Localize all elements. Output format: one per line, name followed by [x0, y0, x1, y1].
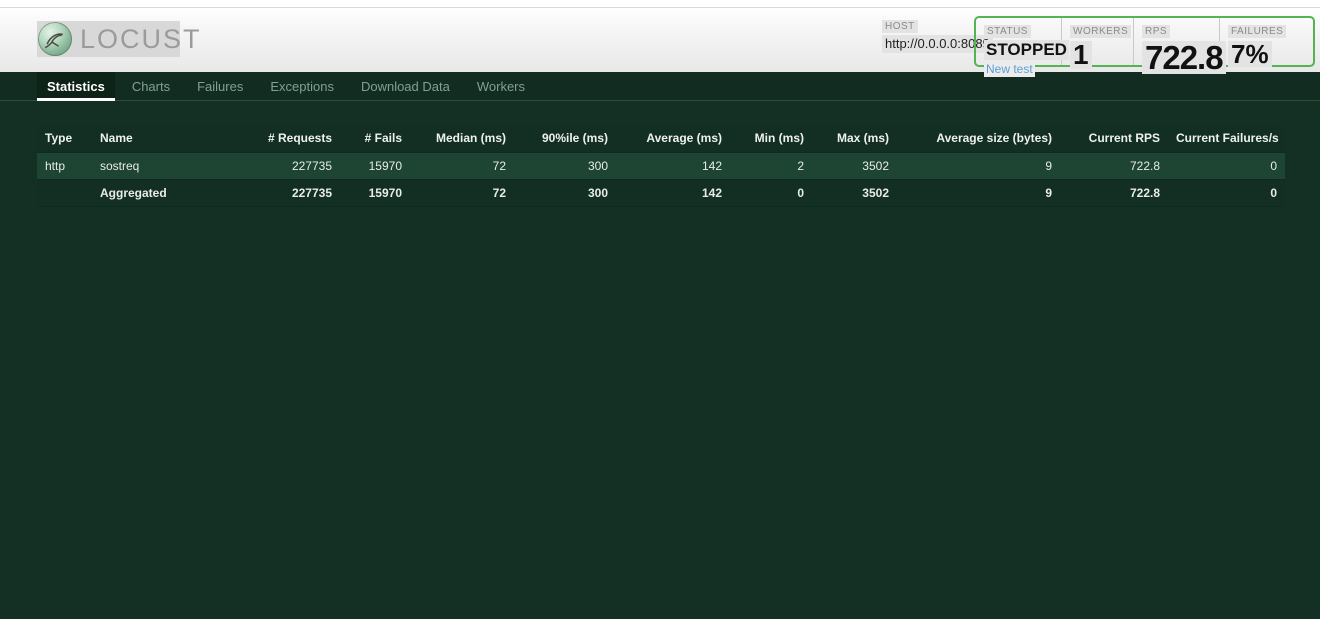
- main-tabbar: Statistics Charts Failures Exceptions Do…: [0, 72, 1320, 101]
- cell-median: 72: [492, 159, 506, 173]
- statistics-page: Type Name # Requests # Fails Median (ms)…: [0, 101, 1320, 207]
- status-section: STATUS STOPPED New test: [976, 18, 1069, 77]
- cell-average-size: 9: [1045, 159, 1052, 173]
- workers-section: WORKERS 1: [1062, 18, 1134, 69]
- workers-count: 1: [1070, 41, 1092, 69]
- cell-name: sostreq: [100, 159, 140, 173]
- cell-type: http: [45, 159, 66, 173]
- locust-logo-icon: [38, 22, 72, 56]
- locust-logo[interactable]: LOCUST: [37, 21, 200, 57]
- column-header-median[interactable]: Median (ms): [410, 124, 514, 153]
- new-test-link[interactable]: New test: [984, 62, 1035, 77]
- status-panel: STATUS STOPPED New test WORKERS 1 RPS 72…: [974, 16, 1315, 77]
- cell-90percentile: 300: [587, 159, 608, 173]
- table-row-aggregated: Aggregated 227735 15970 72 300 142 0 350…: [37, 179, 1285, 207]
- table-header-row: Type Name # Requests # Fails Median (ms)…: [37, 124, 1285, 153]
- tab-download-data[interactable]: Download Data: [360, 78, 450, 94]
- status-label: STATUS: [984, 25, 1031, 38]
- column-header-type[interactable]: Type: [37, 124, 92, 153]
- host-value: http://0.0.0.0:8089: [882, 35, 993, 53]
- cell-fails: 15970: [368, 159, 402, 173]
- tab-workers[interactable]: Workers: [476, 78, 525, 94]
- workers-label: WORKERS: [1070, 25, 1132, 38]
- cell-average-size: 9: [897, 179, 1060, 207]
- status-value: STOPPED: [984, 40, 1069, 60]
- cell-min: 0: [730, 179, 812, 207]
- tab-statistics[interactable]: Statistics: [37, 72, 115, 101]
- app-header: LOCUST HOST http://0.0.0.0:8089 STATUS S…: [0, 0, 1320, 77]
- column-header-max[interactable]: Max (ms): [812, 124, 897, 153]
- table-row-sostreq: http sostreq 227735 15970 72 300 142 2 3…: [37, 152, 1285, 180]
- cell-current-rps: 722.8: [1129, 159, 1160, 173]
- column-header-name[interactable]: Name: [92, 124, 232, 153]
- host-label: HOST: [882, 20, 918, 33]
- failures-percent: 7%: [1228, 41, 1272, 67]
- cell-requests: 227735: [232, 179, 340, 207]
- cell-name: Aggregated: [92, 179, 232, 207]
- failures-label: FAILURES: [1228, 25, 1287, 38]
- cell-average: 142: [701, 159, 722, 173]
- column-header-current-failures[interactable]: Current Failures/s: [1168, 124, 1285, 153]
- cell-current-rps: 722.8: [1060, 179, 1168, 207]
- tab-failures[interactable]: Failures: [197, 78, 244, 94]
- rps-section: RPS 722.8: [1134, 18, 1226, 74]
- column-header-current-rps[interactable]: Current RPS: [1060, 124, 1168, 153]
- rps-value: 722.8: [1142, 41, 1226, 74]
- cell-fails: 15970: [340, 179, 410, 207]
- cell-current-failures: 0: [1168, 179, 1285, 207]
- column-header-min[interactable]: Min (ms): [730, 124, 812, 153]
- cell-type: [37, 179, 92, 207]
- column-header-90percentile[interactable]: 90%ile (ms): [514, 124, 616, 153]
- tab-exceptions[interactable]: Exceptions: [270, 78, 334, 94]
- cell-min: 2: [797, 159, 804, 173]
- logo-text: LOCUST: [80, 23, 202, 54]
- host-info: HOST http://0.0.0.0:8089: [882, 16, 993, 53]
- cell-max: 3502: [862, 159, 889, 173]
- tab-charts[interactable]: Charts: [131, 78, 171, 94]
- cell-90percentile: 300: [514, 179, 616, 207]
- cell-max: 3502: [812, 179, 897, 207]
- column-header-average-size[interactable]: Average size (bytes): [897, 124, 1060, 153]
- column-header-requests[interactable]: # Requests: [232, 124, 340, 153]
- cell-current-failures: 0: [1270, 159, 1277, 173]
- cell-median: 72: [410, 179, 514, 207]
- statistics-table: Type Name # Requests # Fails Median (ms)…: [37, 124, 1285, 207]
- column-header-fails[interactable]: # Fails: [340, 124, 410, 153]
- rps-label: RPS: [1142, 25, 1171, 38]
- cell-requests: 227735: [291, 159, 332, 173]
- column-header-average[interactable]: Average (ms): [616, 124, 730, 153]
- cell-average: 142: [616, 179, 730, 207]
- failures-section: FAILURES 7%: [1220, 18, 1313, 67]
